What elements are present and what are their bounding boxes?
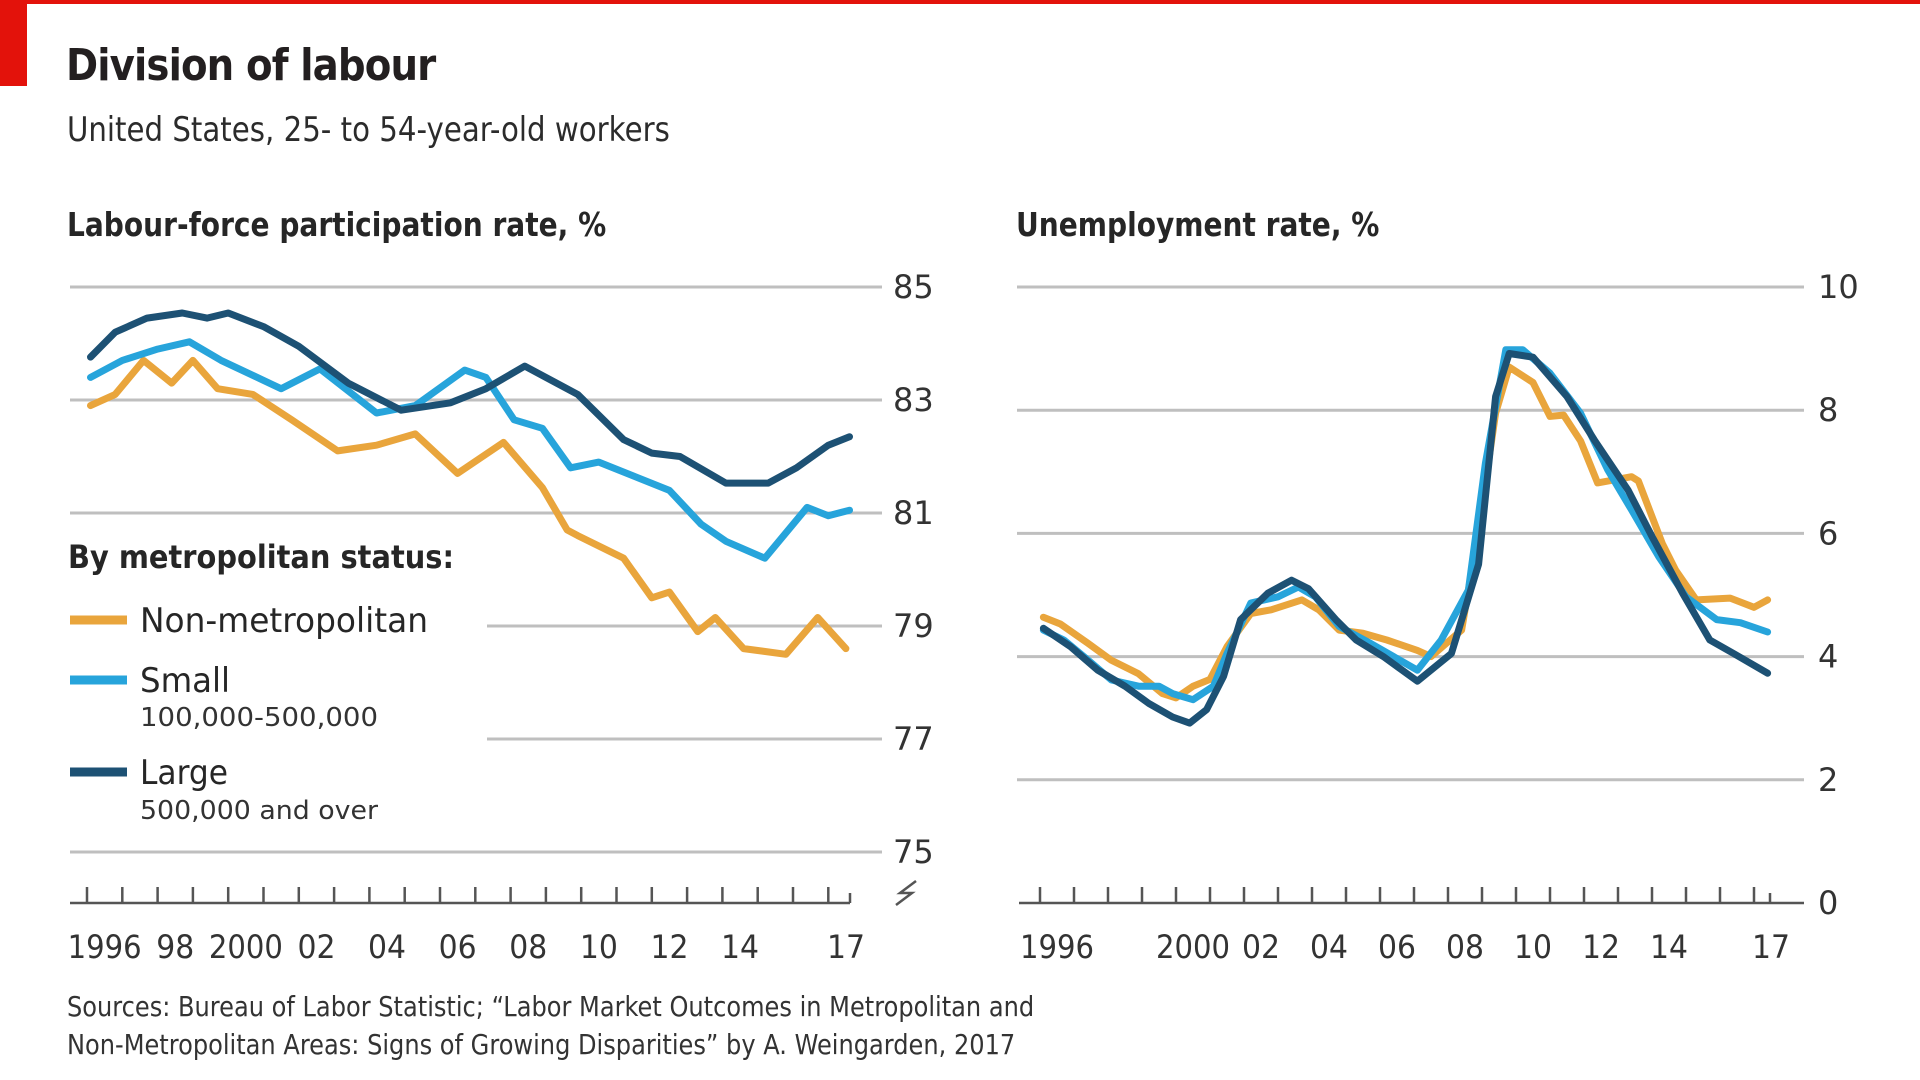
participation-y-tick-label: 77 [893, 720, 934, 758]
unemployment-y-tick-label: 4 [1818, 638, 1838, 676]
legend-label-small: Small [140, 661, 230, 701]
unemployment-y-tick-label: 8 [1818, 391, 1838, 429]
legend-item-non-metropolitan: Non-metropolitan [70, 601, 428, 641]
participation-panel-title: Labour-force participation rate, % [67, 205, 607, 244]
legend-sublabel-small: 100,000-500,000 [140, 703, 378, 733]
legend-label-large: Large [140, 753, 228, 793]
participation-line-non-metropolitan [87, 356, 850, 658]
participation-x-tick-label: 04 [368, 928, 406, 966]
participation-chart: 75 77 79 81 83 85 1996 98 2000 02 04 06 08 10 12 14 17 [68, 268, 934, 966]
participation-x-tick-label: 10 [580, 928, 618, 966]
unemployment-y-tick-label: 0 [1818, 884, 1838, 922]
unemployment-series [1039, 346, 1772, 727]
chart-title: Division of labour [66, 40, 436, 91]
participation-x-tick-label: 17 [827, 928, 865, 966]
source-line-1: Sources: Bureau of Labor Statistic; “Lab… [67, 990, 1035, 1023]
participation-series [87, 309, 853, 658]
participation-x-tick-label: 12 [650, 928, 688, 966]
participation-x-tick-label: 1996 [68, 928, 142, 966]
unemployment-y-tick-label: 2 [1818, 761, 1838, 799]
participation-y-tick-label: 85 [893, 268, 934, 306]
chart-subtitle: United States, 25- to 54-year-old worker… [67, 110, 670, 150]
participation-y-tick-label: 79 [893, 607, 934, 645]
participation-x-tick-label: 06 [439, 928, 477, 966]
unemployment-y-tick-labels: 0 2 4 6 8 10 [1818, 268, 1859, 922]
participation-x-tick-label: 14 [721, 928, 759, 966]
participation-x-tick-label: 08 [509, 928, 547, 966]
top-red-rule [0, 0, 1920, 4]
participation-y-tick-label: 83 [893, 381, 934, 419]
source-line-2: Non-Metropolitan Areas: Signs of Growing… [67, 1028, 1016, 1061]
source-note: Sources: Bureau of Labor Statistic; “Lab… [67, 988, 1034, 1064]
legend: By metropolitan status: Non-metropolitan… [68, 538, 454, 826]
participation-x-tick-label: 98 [156, 928, 194, 966]
unemployment-x-tick-label: 1996 [1020, 928, 1094, 966]
unemployment-x-tick-labels: 1996 2000 02 04 06 08 10 12 14 17 [1020, 928, 1790, 966]
unemployment-y-tick-label: 10 [1818, 268, 1859, 306]
unemployment-x-tick-label: 06 [1378, 928, 1416, 966]
unemployment-x-axis [1019, 887, 1804, 905]
unemployment-panel-title: Unemployment rate, % [1016, 205, 1380, 244]
participation-y-tick-label: 81 [893, 494, 934, 532]
participation-y-tick-label: 75 [893, 833, 934, 871]
unemployment-x-tick-label: 08 [1446, 928, 1484, 966]
participation-y-tick-labels: 75 77 79 81 83 85 [893, 268, 934, 871]
unemployment-x-tick-label: 04 [1310, 928, 1348, 966]
participation-x-tick-labels: 1996 98 2000 02 04 06 08 10 12 14 17 [68, 928, 865, 966]
participation-line-large [87, 309, 853, 487]
unemployment-y-tick-label: 6 [1818, 514, 1838, 552]
participation-gridlines [70, 285, 882, 854]
axis-break-icon [895, 880, 917, 906]
legend-heading: By metropolitan status: [68, 538, 454, 576]
participation-x-tick-label: 02 [297, 928, 335, 966]
unemployment-x-tick-label: 2000 [1156, 928, 1230, 966]
unemployment-x-tick-label: 02 [1242, 928, 1280, 966]
red-corner-tab [0, 0, 27, 86]
unemployment-line-large [1039, 350, 1772, 727]
legend-sublabel-large: 500,000 and over [140, 796, 378, 826]
participation-line-small [87, 338, 853, 562]
legend-item-small: Small 100,000-500,000 [70, 661, 378, 733]
unemployment-x-tick-label: 17 [1752, 928, 1790, 966]
unemployment-gridlines [1017, 285, 1804, 782]
unemployment-line-small [1039, 346, 1772, 704]
participation-x-tick-label: 2000 [209, 928, 283, 966]
unemployment-x-tick-label: 10 [1514, 928, 1552, 966]
unemployment-x-tick-label: 14 [1650, 928, 1688, 966]
legend-label-non-metropolitan: Non-metropolitan [140, 601, 428, 641]
participation-x-axis [70, 887, 852, 905]
unemployment-x-tick-label: 12 [1582, 928, 1620, 966]
legend-item-large: Large 500,000 and over [70, 753, 378, 826]
